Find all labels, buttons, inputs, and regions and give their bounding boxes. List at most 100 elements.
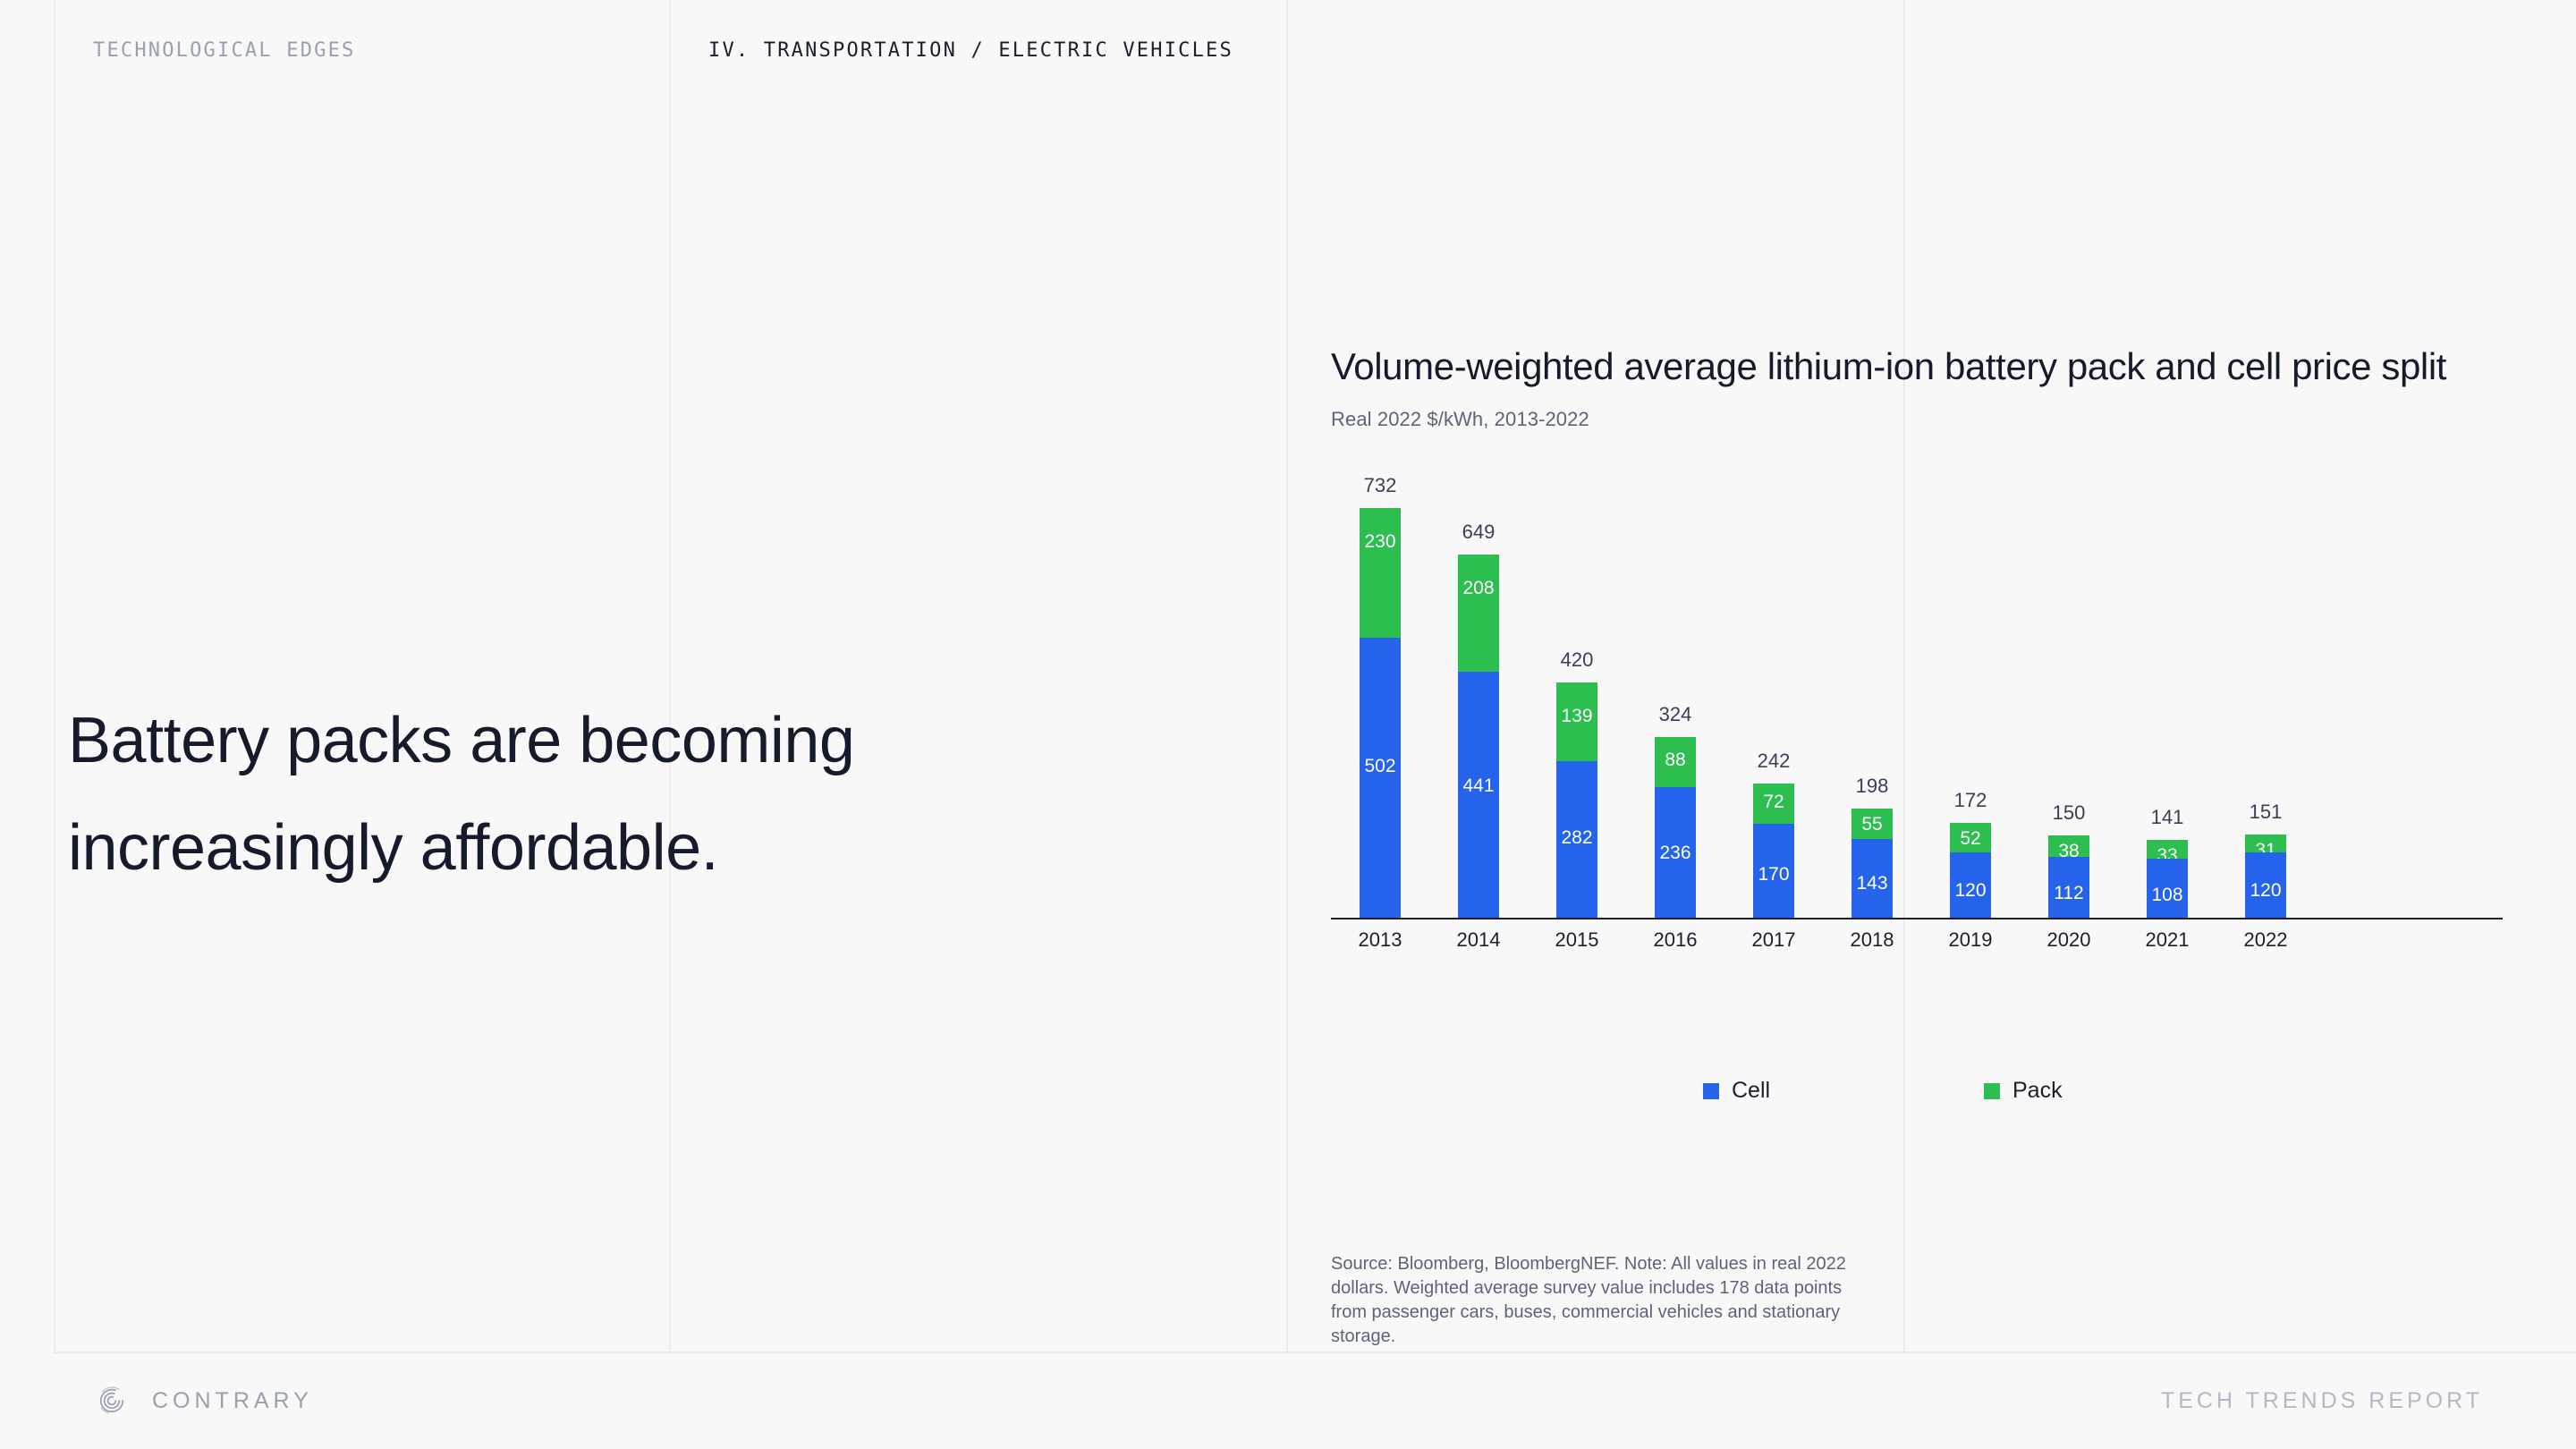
bar-group[interactable]: 732 230 502 xyxy=(1331,472,1429,919)
x-axis-tick-label: 2015 xyxy=(1555,928,1599,951)
legend-label-cell: Cell xyxy=(1732,1078,1771,1103)
stacked-bar[interactable]: 55 143 xyxy=(1852,808,1893,919)
bar-segment-value: 230 xyxy=(1364,531,1396,552)
bar-segment-pack[interactable]: 88 xyxy=(1655,737,1696,787)
bar-group[interactable]: 649 208 441 xyxy=(1429,472,1528,919)
x-axis-tick-label: 2018 xyxy=(1850,928,1894,951)
x-axis-tick-label: 2017 xyxy=(1751,928,1796,951)
bar-segment-value: 72 xyxy=(1763,791,1784,812)
legend-item-pack[interactable]: Pack xyxy=(1984,1078,2063,1104)
bar-total-label: 242 xyxy=(1757,749,1791,772)
footer-report-label: TECH TRENDS REPORT xyxy=(2160,1388,2483,1413)
stacked-bar[interactable]: 230 502 xyxy=(1360,508,1401,919)
bar-segment-value: 236 xyxy=(1659,842,1691,863)
legend-item-cell[interactable]: Cell xyxy=(1703,1078,1770,1104)
legend-label-pack: Pack xyxy=(2012,1078,2063,1103)
legend-swatch-pack-icon xyxy=(1984,1082,2000,1099)
bar-segment-pack[interactable]: 31 xyxy=(2245,835,2286,860)
bar-group[interactable]: 324 88 236 xyxy=(1626,472,1724,919)
bar-group[interactable]: 172 52 120 xyxy=(1921,472,2020,919)
bar-total-label: 141 xyxy=(2150,806,2184,829)
bar-segment-cell[interactable]: 170 xyxy=(1753,824,1794,919)
x-axis-tick-label: 2014 xyxy=(1456,928,1501,951)
x-axis-tick-label: 2020 xyxy=(2046,928,2091,951)
chart-source-note: Source: Bloomberg, BloombergNEF. Note: A… xyxy=(1331,1254,1846,1346)
bar-segment-cell[interactable]: 143 xyxy=(1852,839,1893,919)
kicker-section-label: TECHNOLOGICAL EDGES xyxy=(93,39,356,62)
x-axis-tick-label: 2022 xyxy=(2243,928,2288,951)
stacked-bar[interactable]: 52 120 xyxy=(1950,822,1991,919)
bar-segment-value: 441 xyxy=(1462,775,1495,797)
stacked-bar[interactable]: 72 170 xyxy=(1753,783,1794,919)
contrary-spiral-icon xyxy=(99,1386,124,1414)
bar-group[interactable]: 150 38 112 xyxy=(2020,472,2118,919)
bar-group[interactable]: 198 55 143 xyxy=(1823,472,1921,919)
bar-segment-pack[interactable]: 72 xyxy=(1753,783,1794,825)
bar-segment-cell[interactable]: 282 xyxy=(1556,760,1597,919)
bar-group[interactable]: 242 72 170 xyxy=(1724,472,1823,919)
bar-segment-value: 282 xyxy=(1561,827,1593,849)
stacked-bar[interactable]: 139 282 xyxy=(1556,682,1597,919)
bar-group[interactable]: 151 31 120 xyxy=(2216,472,2315,919)
bar-chart: 732 230 502 649 208 441 420 139 282 324 88 236 242 72… xyxy=(1331,462,2503,962)
bar-segment-pack[interactable]: 52 xyxy=(1950,822,1991,852)
bar-segment-value: 208 xyxy=(1462,578,1495,599)
stacked-bar[interactable]: 31 120 xyxy=(2245,835,2286,919)
column-rule-2 xyxy=(669,0,671,1352)
x-axis-labels: 2013 2014 2015 2016 2017 2018 2019 2020 2021 2022 xyxy=(1331,928,2422,957)
legend-swatch-cell-icon xyxy=(1703,1082,1719,1099)
bar-segment-pack[interactable]: 208 xyxy=(1458,555,1499,672)
x-axis-tick-label: 2016 xyxy=(1653,928,1698,951)
column-rule-4 xyxy=(1903,0,1905,1352)
chart-legend: Cell Pack xyxy=(1331,1078,2494,1114)
bar-segment-cell[interactable]: 108 xyxy=(2147,859,2188,919)
stacked-bar[interactable]: 88 236 xyxy=(1655,737,1696,919)
x-axis-tick-label: 2021 xyxy=(2145,928,2190,951)
kicker-breadcrumb: IV. TRANSPORTATION / ELECTRIC VEHICLES xyxy=(708,39,1233,62)
bar-segment-cell[interactable]: 236 xyxy=(1655,786,1696,919)
stacked-bar[interactable]: 208 441 xyxy=(1458,555,1499,919)
bar-segment-value: 143 xyxy=(1856,872,1888,894)
bar-segment-cell[interactable]: 502 xyxy=(1360,637,1401,919)
page-title: Battery packs are becoming increasingly … xyxy=(68,705,855,885)
bar-segment-cell[interactable]: 120 xyxy=(1950,852,1991,919)
bar-segment-pack[interactable]: 55 xyxy=(1852,808,1893,840)
bar-segment-pack[interactable]: 38 xyxy=(2048,835,2089,861)
footer-brand: CONTRARY xyxy=(93,1382,313,1419)
stacked-bar[interactable]: 38 112 xyxy=(2048,835,2089,919)
bar-segment-value: 139 xyxy=(1561,706,1593,727)
column-rule-3 xyxy=(1286,0,1288,1352)
bar-segment-pack[interactable]: 33 xyxy=(2147,840,2188,866)
chart-subtitle: Real 2022 $/kWh, 2013-2022 xyxy=(1331,408,1589,430)
bar-total-label: 324 xyxy=(1658,703,1692,726)
bar-segment-cell[interactable]: 120 xyxy=(2245,852,2286,919)
stacked-bar[interactable]: 33 108 xyxy=(2147,840,2188,919)
x-axis-line xyxy=(1331,918,2503,919)
bar-segment-pack[interactable]: 230 xyxy=(1360,508,1401,638)
chart-panel: Volume-weighted average lithium-ion batt… xyxy=(1331,340,2503,962)
bar-segment-value: 52 xyxy=(1960,827,1981,849)
footer-divider xyxy=(54,1352,2576,1353)
bar-group[interactable]: 141 33 108 xyxy=(2118,472,2216,919)
bar-segment-value: 120 xyxy=(1954,880,1987,902)
bar-total-label: 198 xyxy=(1855,774,1889,797)
bar-segment-value: 108 xyxy=(2151,884,2183,905)
bar-total-label: 172 xyxy=(1953,788,1987,811)
bar-segment-value: 502 xyxy=(1364,756,1396,777)
brand-wordmark: CONTRARY xyxy=(152,1387,313,1413)
bar-series-container: 732 230 502 649 208 441 420 139 282 324 88 236 242 72… xyxy=(1331,472,2422,919)
bar-segment-value: 112 xyxy=(2054,883,2084,904)
bar-group[interactable]: 420 139 282 xyxy=(1528,472,1626,919)
bar-segment-cell[interactable]: 112 xyxy=(2048,856,2089,919)
x-axis-tick-label: 2019 xyxy=(1948,928,1993,951)
x-axis-tick-label: 2013 xyxy=(1358,928,1402,951)
bar-segment-pack[interactable]: 139 xyxy=(1556,682,1597,761)
bar-segment-value: 170 xyxy=(1758,864,1790,886)
bar-total-label: 420 xyxy=(1560,648,1594,672)
bar-segment-value: 88 xyxy=(1665,750,1686,771)
bar-total-label: 150 xyxy=(2052,801,2086,824)
bar-segment-cell[interactable]: 441 xyxy=(1458,671,1499,919)
bar-total-label: 732 xyxy=(1363,474,1397,496)
column-rule-1 xyxy=(54,0,55,1352)
